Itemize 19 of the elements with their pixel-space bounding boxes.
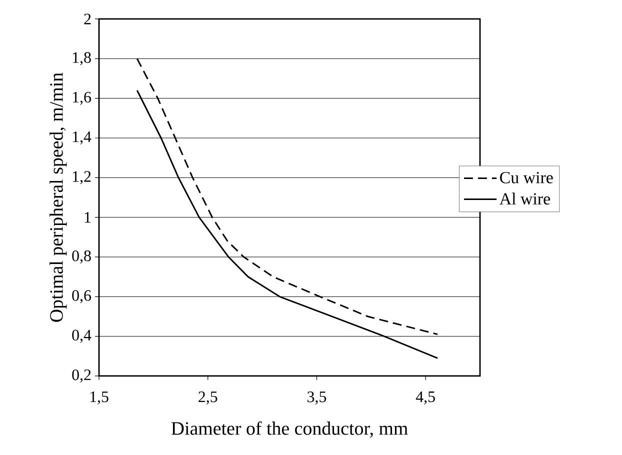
y-tick-label: 1,4 (72, 132, 92, 144)
x-tick-label: 1,5 (90, 392, 108, 404)
y-tick-label: 0,6 (72, 290, 92, 304)
x-tick-label: 2,5 (198, 392, 218, 405)
line-series (136, 90, 438, 359)
legend-label: Al wire (500, 192, 550, 205)
y-tick-label: 1 (84, 212, 91, 223)
y-tick-label: 1,8 (72, 52, 91, 66)
y-tick-label: 0,8 (72, 250, 91, 264)
y-tick-label: 2 (84, 14, 91, 24)
y-tick-label: 0,2 (72, 369, 91, 383)
x-axis-title: Diameter of the conductor, mm (171, 421, 408, 438)
y-tick-label: 1,6 (72, 92, 92, 105)
x-tick-label: 3,5 (308, 392, 326, 405)
legend-label: Cu wire (500, 172, 553, 184)
x-tick-label: 4,5 (416, 392, 435, 404)
y-axis-title: Optimal peripheral speed, m/min (50, 72, 67, 322)
y-tick-label: 1,2 (72, 171, 91, 184)
y-tick-label: 0,4 (72, 330, 92, 343)
